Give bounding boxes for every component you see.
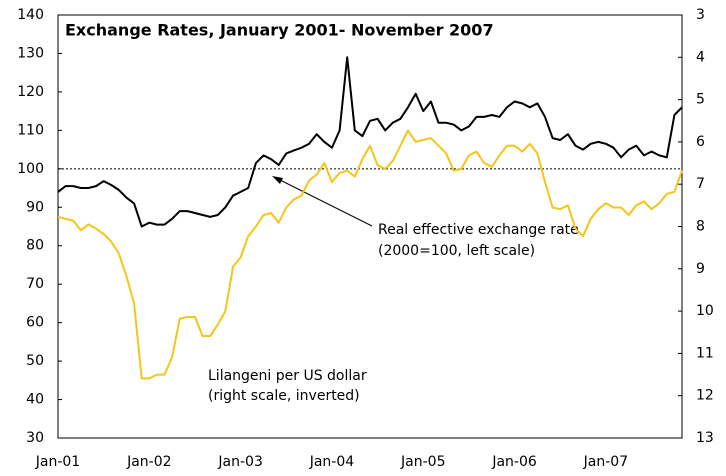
y-tick-label: 110 [17,122,44,138]
y-tick-label: 100 [17,161,44,177]
y-tick-label: 50 [26,353,44,369]
y2-tick-label: 6 [696,134,705,150]
annotation: Real effective exchange rate [378,222,579,238]
y2-tick-label: 3 [696,7,705,23]
x-tick-label: Jan-06 [491,454,537,470]
y2-tick-label: 12 [696,388,714,404]
x-tick-label: Jan-07 [583,454,628,470]
annotation-arrow [273,176,373,227]
annotation: Lilangeni per US dollar [208,368,367,384]
y-tick-label: 70 [26,276,44,292]
y2-tick-label: 10 [696,303,714,319]
y-tick-label: 30 [26,430,44,446]
chart-title: Exchange Rates, January 2001- November 2… [65,21,494,40]
y2-tick-label: 9 [696,261,705,277]
y2-tick-label: 8 [696,219,705,235]
series-line [57,129,683,380]
y-tick-label: 130 [17,45,44,61]
series-line [57,56,683,228]
annotation: (2000=100, left scale) [378,243,535,259]
arrow-head [272,176,283,184]
x-tick-label: Jan-05 [400,454,445,470]
y2-tick-label: 13 [696,430,714,446]
y2-tick-label: 4 [696,49,705,65]
x-tick-label: Jan-04 [309,454,355,470]
y-tick-label: 40 [26,392,44,408]
y-tick-label: 120 [17,84,44,100]
annotation: (right scale, inverted) [208,388,360,404]
y2-tick-label: 5 [696,92,705,108]
x-tick-label: Jan-03 [217,454,262,470]
y-tick-label: 140 [17,7,44,23]
y2-tick-label: 11 [696,345,714,361]
y-tick-label: 90 [26,199,44,215]
x-tick-label: Jan-02 [126,454,171,470]
x-tick-label: Jan-01 [35,454,80,470]
y2-tick-label: 7 [696,176,705,192]
y-tick-label: 60 [26,315,44,331]
y-tick-label: 80 [26,238,44,254]
